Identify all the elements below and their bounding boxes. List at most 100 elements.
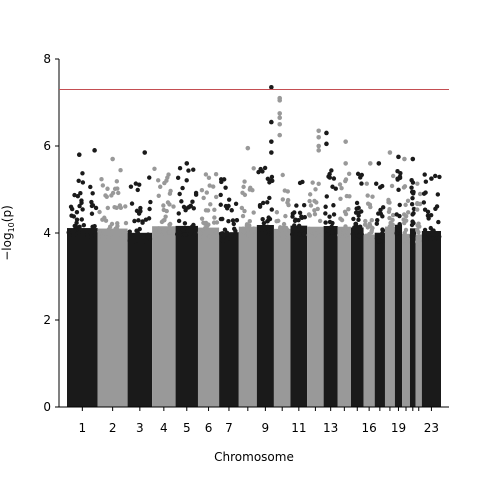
snp-point [133,181,139,186]
snp-point [370,234,375,239]
snp-point [323,211,328,216]
snp-point [315,206,320,212]
snp-point [330,184,335,189]
snp-point [147,175,152,180]
snp-point [142,239,148,244]
snp-point [337,182,343,187]
snp-point [293,217,298,222]
snp-point [76,230,81,235]
snp-point [213,194,219,200]
snp-point [233,228,238,234]
snp-point [386,200,391,205]
snp-point [208,202,213,207]
snp-point [81,222,87,228]
snp-point [69,213,74,218]
chromosome-7-points [219,232,239,407]
top-hit-point [92,148,97,153]
snp-point [109,221,115,227]
data-points [66,84,442,407]
snp-point [100,217,105,222]
snp-point [409,234,415,240]
snp-point [276,235,281,240]
chromosome-6-points [197,227,220,407]
snp-point [410,195,415,201]
snp-point [281,221,287,227]
chromosome-8-points [238,226,257,407]
snp-point [256,169,261,175]
snp-point [333,186,338,191]
snp-point [231,221,236,227]
snp-point [293,227,298,232]
chromosome-1-points [67,228,98,407]
chromosome-12-points [307,226,324,407]
snp-point [330,220,335,226]
chromosome-10-points [273,228,291,407]
snp-point [267,195,272,201]
snp-point [422,207,428,212]
snp-point [283,213,288,219]
snp-point [219,179,224,185]
snp-point [163,232,168,237]
snp-point [181,204,187,210]
snp-point [77,203,82,209]
snp-point [365,225,370,230]
snp-point [75,193,81,199]
snp-point [192,232,198,237]
snp-point [265,219,270,224]
snp-point [97,229,102,234]
snp-point [307,213,313,218]
snp-point [310,180,315,185]
snp-point [318,229,324,234]
top-hit-point [387,150,393,155]
snp-point [381,205,386,210]
top-hit-point [277,98,283,103]
top-hit-point [269,119,274,125]
snp-point [177,191,182,197]
snp-point [156,193,161,198]
snp-point [355,171,361,177]
snp-point [363,233,369,239]
y-tick-label: 2 [43,313,51,327]
snp-point [262,165,268,171]
snp-point [326,227,331,233]
snp-point [331,212,337,217]
snp-point [88,184,93,190]
snp-point [220,232,226,238]
top-hit-point [324,130,329,136]
top-hit-point [410,156,416,162]
snp-point [327,175,333,180]
snp-point [105,205,111,211]
snp-point [396,187,401,193]
snp-point [312,208,317,213]
top-hit-point [269,150,274,155]
snp-point [410,180,416,185]
snp-point [365,193,370,198]
snp-point [190,199,195,204]
snp-point [251,210,256,215]
snp-point [323,220,328,225]
top-hit-point [245,145,251,151]
snp-point [105,186,110,191]
snp-point [242,229,247,235]
y-axis-label-subscript: 10 [7,222,16,232]
snp-point [411,206,417,212]
snp-point [397,202,402,208]
snp-point [135,237,140,243]
snp-point [312,211,318,217]
snp-point [241,184,246,190]
snp-point [299,214,304,219]
snp-point [317,218,323,224]
x-axis-label: Chromosome [214,450,294,464]
snp-point [300,228,306,233]
snp-point [112,232,117,238]
snp-point [397,213,402,219]
snp-point [316,181,321,187]
chromosome-4-points [152,226,176,407]
chromosome-14-points [337,226,351,407]
x-tick-label: 6 [205,421,213,435]
snp-point [199,216,205,221]
snp-point [423,179,429,184]
snp-point [343,232,348,238]
snp-point [405,240,411,245]
